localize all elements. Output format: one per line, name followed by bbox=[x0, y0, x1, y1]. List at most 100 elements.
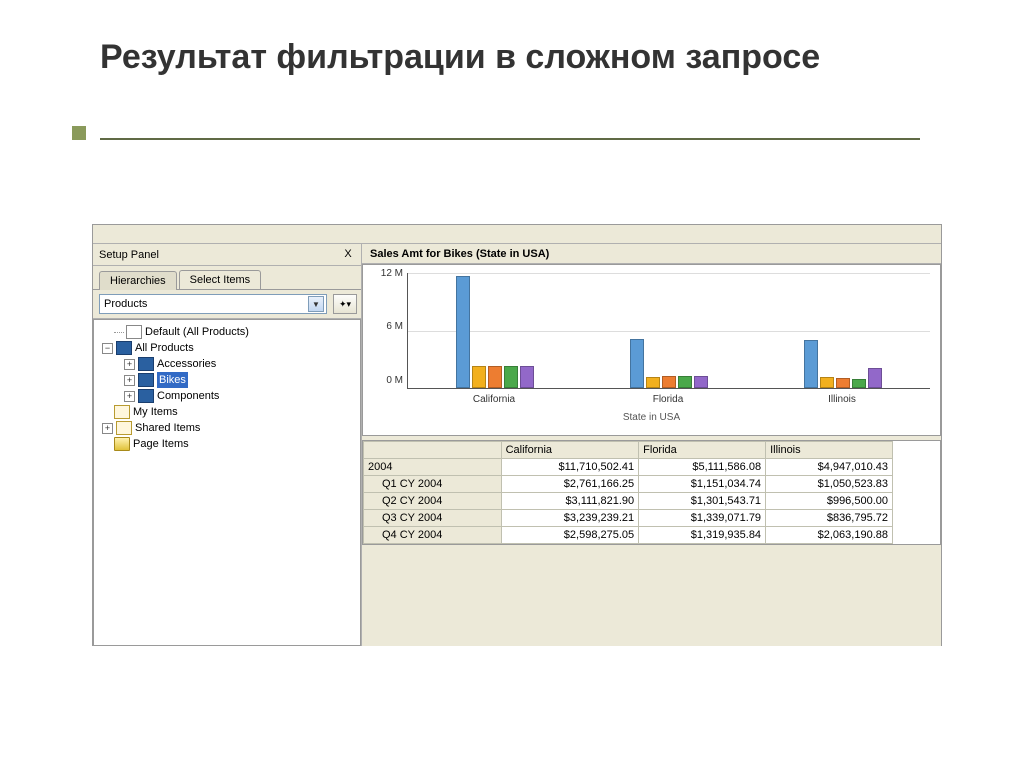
table-row: Q2 CY 2004$3,111,821.90$1,301,543.71$996… bbox=[364, 493, 893, 510]
tree-row-pageitems[interactable]: Page Items bbox=[96, 436, 358, 452]
table-row: 2004$11,710,502.41$5,111,586.08$4,947,01… bbox=[364, 459, 893, 476]
tree-expand-icon[interactable]: + bbox=[102, 423, 113, 434]
tree-expand-icon[interactable]: + bbox=[124, 375, 135, 386]
tree-connector bbox=[114, 332, 124, 333]
column-header: California bbox=[501, 442, 639, 459]
column-header: Illinois bbox=[766, 442, 893, 459]
toolbar-strip bbox=[93, 225, 941, 244]
bar bbox=[488, 366, 502, 388]
slide: Результат фильтрации в сложном запросе S… bbox=[0, 0, 1024, 767]
cell: $5,111,586.08 bbox=[639, 459, 766, 476]
cube-icon bbox=[116, 341, 132, 355]
folder-person-icon bbox=[114, 405, 130, 419]
cube-icon bbox=[138, 373, 154, 387]
panel-tool-button[interactable]: ✦▾ bbox=[333, 294, 357, 314]
category-label: California bbox=[473, 394, 515, 405]
cell: $836,795.72 bbox=[766, 510, 893, 527]
cell: $11,710,502.41 bbox=[501, 459, 639, 476]
tree-label-accessories: Accessories bbox=[157, 356, 216, 372]
row-header: Q4 CY 2004 bbox=[364, 527, 502, 544]
panel-header: Setup Panel X bbox=[93, 244, 361, 266]
cell: $1,151,034.74 bbox=[639, 476, 766, 493]
bar bbox=[820, 377, 834, 388]
products-dropdown[interactable]: Products ▼ bbox=[99, 294, 327, 314]
y-tick-12: 12 M bbox=[369, 268, 403, 279]
tree-noexp bbox=[102, 408, 111, 417]
tab-row: Hierarchies Select Items bbox=[93, 266, 361, 290]
document-icon bbox=[126, 325, 142, 339]
table-row: Q3 CY 2004$3,239,239.21$1,339,071.79$836… bbox=[364, 510, 893, 527]
cell: $1,050,523.83 bbox=[766, 476, 893, 493]
panel-close-button[interactable]: X bbox=[341, 248, 355, 262]
plot-area bbox=[407, 273, 930, 389]
tree-row-default[interactable]: Default (All Products) bbox=[96, 324, 358, 340]
cell: $1,301,543.71 bbox=[639, 493, 766, 510]
data-table: CaliforniaFloridaIllinois2004$11,710,502… bbox=[363, 441, 893, 544]
tree-row-myitems[interactable]: My Items bbox=[96, 404, 358, 420]
x-axis-title: State in USA bbox=[363, 412, 940, 423]
product-tree[interactable]: Default (All Products) − All Products + … bbox=[93, 319, 361, 646]
panel-title: Setup Panel bbox=[99, 249, 159, 261]
table-row: Q1 CY 2004$2,761,166.25$1,151,034.74$1,0… bbox=[364, 476, 893, 493]
tree-noexp bbox=[102, 440, 111, 449]
category-label: Illinois bbox=[828, 394, 856, 405]
cell: $1,319,935.84 bbox=[639, 527, 766, 544]
tree-collapse-icon[interactable]: − bbox=[102, 343, 113, 354]
tree-expand-icon[interactable]: + bbox=[124, 391, 135, 402]
category-label: Florida bbox=[653, 394, 684, 405]
slide-title: Результат фильтрации в сложном запросе bbox=[100, 35, 920, 79]
tree-row-shared[interactable]: + Shared Items bbox=[96, 420, 358, 436]
content-header: Sales Amt for Bikes (State in USA) bbox=[362, 244, 941, 264]
panel-toolbar: Products ▼ ✦▾ bbox=[93, 290, 361, 319]
tree-label-pageitems: Page Items bbox=[133, 436, 189, 452]
row-header: Q3 CY 2004 bbox=[364, 510, 502, 527]
bar bbox=[678, 376, 692, 388]
bar bbox=[520, 366, 534, 388]
setup-panel: Setup Panel X Hierarchies Select Items P… bbox=[93, 244, 362, 646]
cell: $996,500.00 bbox=[766, 493, 893, 510]
title-rule bbox=[100, 138, 920, 140]
tree-label-myitems: My Items bbox=[133, 404, 178, 420]
cell: $2,761,166.25 bbox=[501, 476, 639, 493]
tab-hierarchies[interactable]: Hierarchies bbox=[99, 271, 177, 290]
folder-shared-icon bbox=[116, 421, 132, 435]
wand-icon: ✦▾ bbox=[339, 299, 351, 310]
tree-row-allproducts[interactable]: − All Products bbox=[96, 340, 358, 356]
tree-row-bikes[interactable]: + Bikes bbox=[96, 372, 358, 388]
dropdown-arrow-icon: ▼ bbox=[308, 296, 324, 312]
folder-icon bbox=[114, 437, 130, 451]
tree-row-components[interactable]: + Components bbox=[96, 388, 358, 404]
bar bbox=[804, 340, 818, 388]
bar bbox=[694, 376, 708, 388]
tree-label-bikes: Bikes bbox=[157, 372, 188, 388]
app-window: Setup Panel X Hierarchies Select Items P… bbox=[92, 224, 942, 646]
tab-select-items[interactable]: Select Items bbox=[179, 270, 262, 289]
cell: $1,339,071.79 bbox=[639, 510, 766, 527]
y-tick-6: 6 M bbox=[369, 321, 403, 332]
cell: $2,598,275.05 bbox=[501, 527, 639, 544]
table-row: Q4 CY 2004$2,598,275.05$1,319,935.84$2,0… bbox=[364, 527, 893, 544]
bar bbox=[504, 366, 518, 388]
bar bbox=[868, 368, 882, 388]
bar bbox=[472, 366, 486, 388]
cell: $4,947,010.43 bbox=[766, 459, 893, 476]
main-area: Setup Panel X Hierarchies Select Items P… bbox=[93, 244, 941, 646]
y-tick-0: 0 M bbox=[369, 375, 403, 386]
content-panel: Sales Amt for Bikes (State in USA) 12 M … bbox=[362, 244, 941, 646]
column-header: Florida bbox=[639, 442, 766, 459]
bar bbox=[852, 379, 866, 388]
bar bbox=[646, 377, 660, 389]
column-header bbox=[364, 442, 502, 459]
title-accent-square bbox=[72, 126, 86, 140]
tree-row-accessories[interactable]: + Accessories bbox=[96, 356, 358, 372]
tree-label-shared: Shared Items bbox=[135, 420, 200, 436]
tree-label-components: Components bbox=[157, 388, 219, 404]
bar bbox=[836, 378, 850, 388]
bar bbox=[456, 276, 470, 388]
tree-label-allproducts: All Products bbox=[135, 340, 194, 356]
sales-chart: 12 M 6 M 0 M State in USA California Flor… bbox=[362, 264, 941, 436]
bar bbox=[662, 376, 676, 388]
tree-label-default: Default (All Products) bbox=[145, 324, 249, 340]
tree-expand-icon[interactable]: + bbox=[124, 359, 135, 370]
bar-container bbox=[408, 273, 930, 388]
